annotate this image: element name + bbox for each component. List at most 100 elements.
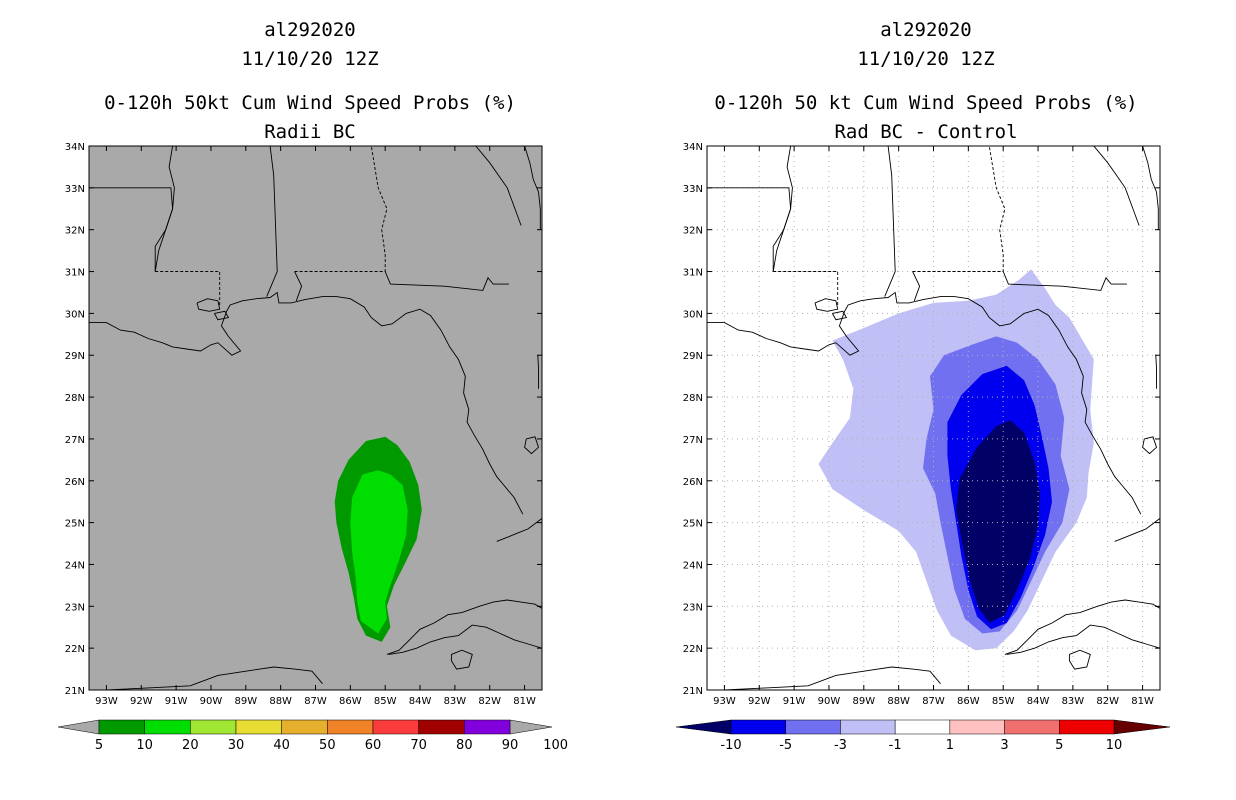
colorbar-segment <box>730 719 786 735</box>
colorbar-high-arrow <box>1113 719 1171 735</box>
colorbar-label: 90 <box>502 738 519 753</box>
map-line-ga-sc <box>475 146 522 226</box>
colorbar-high-arrow <box>509 719 553 735</box>
y-tick-label: 33N <box>683 184 703 195</box>
map-line-cuba <box>1004 599 1160 655</box>
y-tick-label: 32N <box>65 226 85 237</box>
colorbar-segment <box>418 719 465 735</box>
map-line-miss-river <box>772 146 793 272</box>
y-tick-label: 24N <box>65 560 85 571</box>
colorbar-segment <box>144 719 191 735</box>
map-line-lake-borgne <box>832 310 848 321</box>
colorbar-label: 1 <box>946 738 954 753</box>
x-tick-label: 82W <box>478 696 501 707</box>
y-tick-label: 23N <box>683 602 703 613</box>
x-tick-label: 88W <box>269 696 292 707</box>
y-tick-label: 29N <box>683 351 703 362</box>
left-title-product: 0-120h 50kt Cum Wind Speed Probs (%) <box>104 92 516 114</box>
colorbar-label: 10 <box>1106 738 1123 753</box>
colorbar-label: 100 <box>543 738 568 753</box>
colorbar-label: -10 <box>720 738 741 753</box>
colorbar-segment <box>190 719 237 735</box>
left-title-storm: al292020 <box>264 19 356 41</box>
right-title-storm: al292020 <box>880 19 972 41</box>
y-tick-label: 32N <box>683 226 703 237</box>
x-tick-label: 92W <box>748 696 771 707</box>
colorbar-segment <box>98 719 145 735</box>
y-tick-label: 22N <box>683 644 703 655</box>
x-tick-label: 86W <box>339 696 362 707</box>
colorbar-low-arrow <box>57 719 100 735</box>
colorbar-segment <box>840 719 896 735</box>
y-tick-label: 27N <box>65 435 85 446</box>
map-line-lake-okee <box>524 436 540 455</box>
colorbar-segment <box>372 719 419 735</box>
map-line-pontchartrain <box>814 298 839 312</box>
colorbar-label: 5 <box>1055 738 1063 753</box>
map-line-yucatan <box>724 666 941 690</box>
colorbar-label: -5 <box>779 738 792 753</box>
contour-fill--100-to--10 <box>956 420 1040 623</box>
colorbar-label: 80 <box>456 738 473 753</box>
left-map-panel: 93W 92W 91W 90W 89W 88W 87W 86W 85W 84W 83W 82W 81W 2… <box>65 142 543 707</box>
map-line-la-ms <box>773 271 839 305</box>
x-tick-label: 83W <box>1062 696 1085 707</box>
colorbar-segment <box>235 719 282 735</box>
map-line-fl-al-west <box>912 271 921 301</box>
right-colorbar: -10 -5 -3 -1 1 3 5 10 <box>675 719 1171 753</box>
x-tick-label: 88W <box>887 696 910 707</box>
x-tick-label: 81W <box>1131 696 1154 707</box>
y-tick-label: 27N <box>683 435 703 446</box>
right-title-experiment: Rad BC - Control <box>834 121 1017 143</box>
x-tick-label: 89W <box>234 696 257 707</box>
colorbar-label: 50 <box>319 738 336 753</box>
map-background <box>89 146 542 690</box>
x-tick-label: 85W <box>374 696 397 707</box>
y-tick-label: 24N <box>683 560 703 571</box>
map-line-yucatan <box>106 666 323 690</box>
right-title-date: 11/10/20 12Z <box>857 48 994 70</box>
map-line-atlantic-coast <box>524 146 541 230</box>
y-tick-label: 31N <box>683 268 703 279</box>
colorbar-segment <box>785 719 841 735</box>
colorbar-label: 40 <box>273 738 290 753</box>
colorbar-segment <box>281 719 328 735</box>
y-tick-label: 28N <box>683 393 703 404</box>
y-tick-label: 29N <box>65 351 85 362</box>
colorbar-label: 5 <box>95 738 103 753</box>
map-line-atlantic-coast <box>1142 146 1159 230</box>
map-line-isla-juventud <box>450 649 473 670</box>
x-tick-label: 83W <box>444 696 467 707</box>
colorbar-segment <box>1004 719 1060 735</box>
right-map-panel: 93W 92W 91W 90W 89W 88W 87W 86W 85W 84W 83W 82W 81W 2… <box>683 142 1161 707</box>
y-tick-label: 34N <box>65 142 85 153</box>
y-tick-label: 25N <box>683 519 703 530</box>
map-line-pontchartrain <box>196 298 221 312</box>
x-tick-label: 90W <box>200 696 223 707</box>
colorbar-label: -3 <box>834 738 847 753</box>
y-tick-label: 21N <box>683 686 703 697</box>
map-line-gulf-coast <box>89 291 524 515</box>
x-tick-label: 84W <box>409 696 432 707</box>
colorbar-label: 3 <box>1000 738 1008 753</box>
x-tick-label: 93W <box>95 696 118 707</box>
colorbar-segment <box>327 719 374 735</box>
x-tick-label: 81W <box>513 696 536 707</box>
y-tick-label: 31N <box>65 268 85 279</box>
x-tick-label: 90W <box>818 696 841 707</box>
colorbar-label: 20 <box>182 738 199 753</box>
map-line-florida-keys <box>496 518 542 542</box>
contour-fill-10-to-20 <box>350 470 408 634</box>
y-tick-label: 26N <box>683 477 703 488</box>
x-tick-label: 84W <box>1027 696 1050 707</box>
map-line-fl-al-west <box>294 271 303 301</box>
x-tick-label: 82W <box>1096 696 1119 707</box>
colorbar-label: 70 <box>410 738 427 753</box>
left-title-experiment: Radii BC <box>264 121 356 143</box>
y-tick-label: 26N <box>65 477 85 488</box>
x-tick-label: 91W <box>165 696 188 707</box>
map-line-gulf-coast <box>707 291 1142 515</box>
x-tick-label: 91W <box>783 696 806 707</box>
map-line-florida-east <box>537 355 539 389</box>
map-line-lake-borgne <box>214 310 230 321</box>
